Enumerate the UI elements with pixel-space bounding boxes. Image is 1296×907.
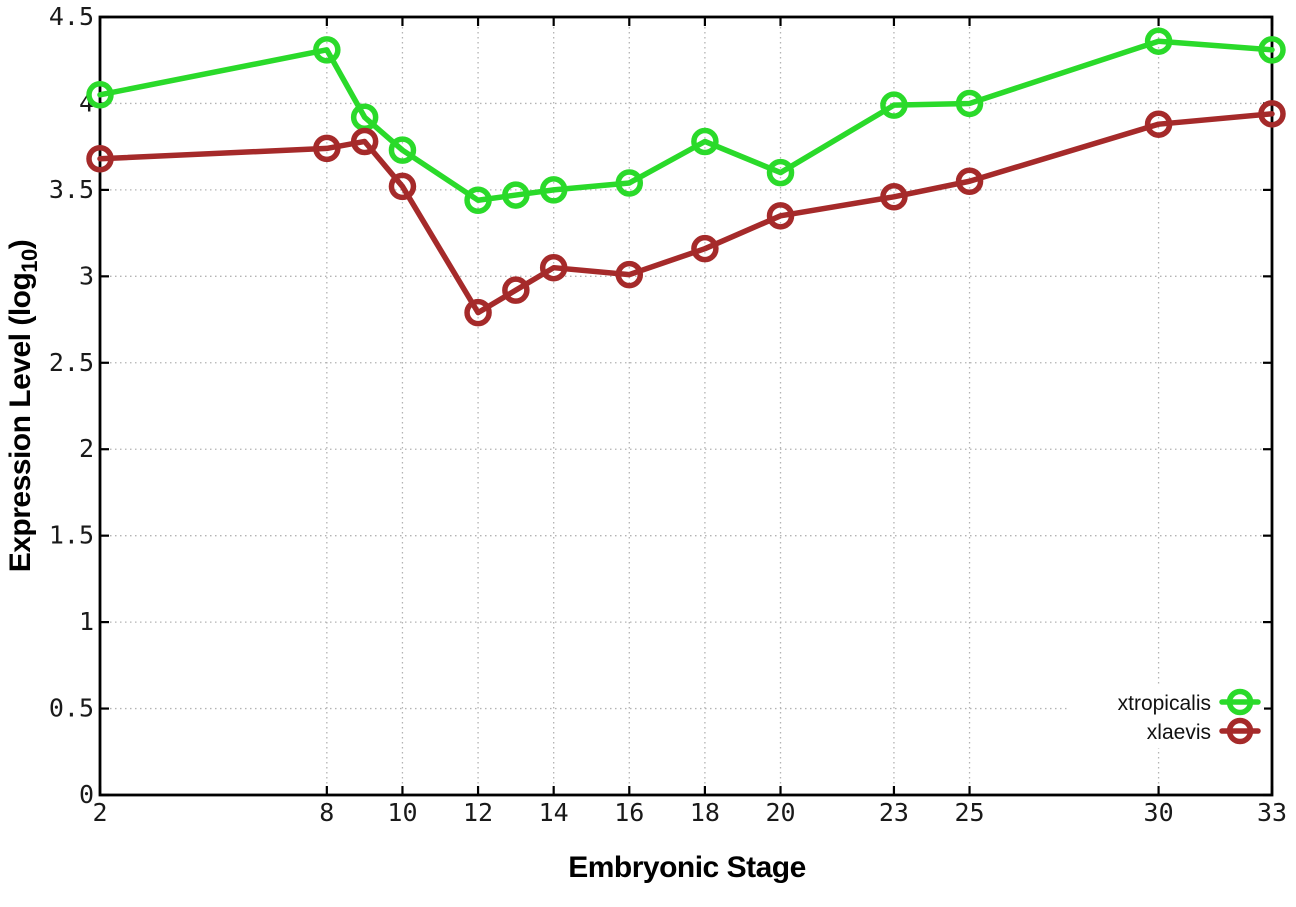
y-tick-label: 2 — [79, 434, 94, 463]
data-point-xtropicalis — [1144, 27, 1173, 55]
y-tick-label: 3 — [79, 261, 94, 290]
data-point-xlaevis — [86, 145, 114, 173]
x-tick-label: 8 — [319, 798, 334, 827]
data-point-xtropicalis — [880, 91, 908, 119]
data-point-xlaevis — [388, 172, 417, 201]
data-point-xtropicalis — [1258, 36, 1286, 64]
data-point-xlaevis — [1144, 110, 1173, 138]
x-tick-label: 10 — [387, 798, 417, 827]
x-tick-label: 23 — [879, 798, 909, 827]
data-point-xtropicalis — [691, 127, 719, 156]
data-point-xlaevis — [464, 298, 492, 327]
legend-marker-xtropicalis — [1226, 688, 1254, 716]
data-point-xtropicalis — [388, 136, 417, 164]
data-point-xlaevis — [502, 276, 530, 304]
y-tick-label: 1.5 — [49, 521, 94, 550]
legend-marker-xlaevis — [1226, 717, 1254, 745]
data-point-xtropicalis — [615, 169, 644, 197]
data-point-xlaevis — [766, 202, 795, 230]
data-point-xlaevis — [539, 253, 568, 282]
y-tick-label: 2.5 — [49, 348, 94, 377]
data-point-xtropicalis — [86, 81, 114, 109]
y-tick-label: 0 — [79, 780, 94, 809]
data-point-xlaevis — [615, 260, 644, 289]
y-tick-label: 3.5 — [49, 175, 94, 204]
data-point-xtropicalis — [313, 36, 341, 64]
legend-item-xlaevis: xlaevis — [1147, 721, 1211, 744]
y-axis-title: Expression Level (log10) — [4, 240, 42, 573]
legend-item-xtropicalis: xtropicalis — [1118, 692, 1211, 715]
data-point-xlaevis — [691, 234, 719, 263]
x-tick-label: 16 — [614, 798, 644, 827]
data-point-xlaevis — [880, 183, 908, 211]
x-tick-label: 25 — [954, 798, 984, 827]
data-point-xtropicalis — [464, 186, 492, 215]
data-point-xlaevis — [313, 134, 341, 163]
data-point-xtropicalis — [539, 176, 568, 204]
x-tick-label: 14 — [539, 798, 569, 827]
y-tick-label: 4.5 — [49, 2, 94, 31]
x-tick-label: 20 — [765, 798, 795, 827]
x-axis-title: Embryonic Stage — [568, 851, 806, 884]
data-point-xlaevis — [350, 127, 379, 156]
x-tick-label: 12 — [463, 798, 493, 827]
data-point-xtropicalis — [955, 89, 984, 118]
y-tick-label: 1 — [79, 607, 94, 636]
x-tick-label: 18 — [690, 798, 720, 827]
y-tick-label: 0.5 — [49, 694, 94, 723]
x-tick-label: 2 — [92, 798, 107, 827]
data-point-xlaevis — [1258, 100, 1286, 128]
x-tick-label: 33 — [1257, 798, 1287, 827]
plot-border — [98, 15, 1274, 797]
x-tick-label: 30 — [1144, 798, 1174, 827]
data-point-xtropicalis — [502, 181, 530, 209]
data-point-xtropicalis — [766, 158, 795, 187]
data-point-xlaevis — [955, 167, 984, 195]
